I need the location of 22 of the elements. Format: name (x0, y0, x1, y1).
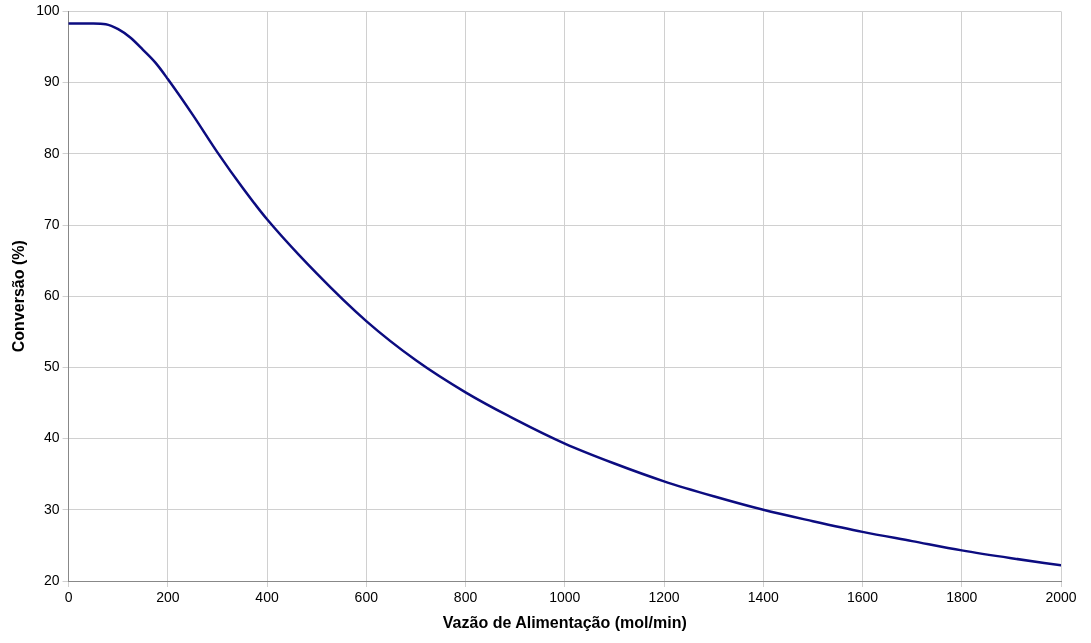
x-tick-label: 0 (64, 589, 73, 606)
y-tick-label: 100 (36, 2, 60, 19)
y-tick-label: 50 (43, 358, 60, 375)
y-tick-label: 90 (43, 73, 60, 90)
y-tick-label: 60 (43, 287, 60, 304)
x-tick-label: 800 (453, 589, 478, 606)
x-axis-title: Vazão de Alimentação (mol/min) (442, 613, 687, 631)
x-tick-label: 1400 (747, 589, 780, 606)
x-tick-label: 1000 (549, 589, 581, 606)
x-tick-label: 600 (354, 589, 379, 606)
x-tick-label: 1600 (846, 589, 879, 606)
x-tick-label: 2000 (1045, 589, 1077, 606)
y-axis-title: Conversão (%) (10, 240, 28, 353)
x-tick-label: 400 (255, 589, 279, 606)
x-tick-label: 200 (156, 589, 180, 606)
x-tick-label: 1800 (946, 589, 978, 606)
y-tick-label: 20 (43, 571, 60, 588)
x-tick-label: 1200 (648, 589, 680, 606)
y-tick-label: 80 (43, 144, 60, 161)
y-tick-label: 40 (43, 429, 60, 446)
y-tick-label: 30 (43, 500, 60, 517)
y-tick-label: 70 (43, 215, 60, 232)
